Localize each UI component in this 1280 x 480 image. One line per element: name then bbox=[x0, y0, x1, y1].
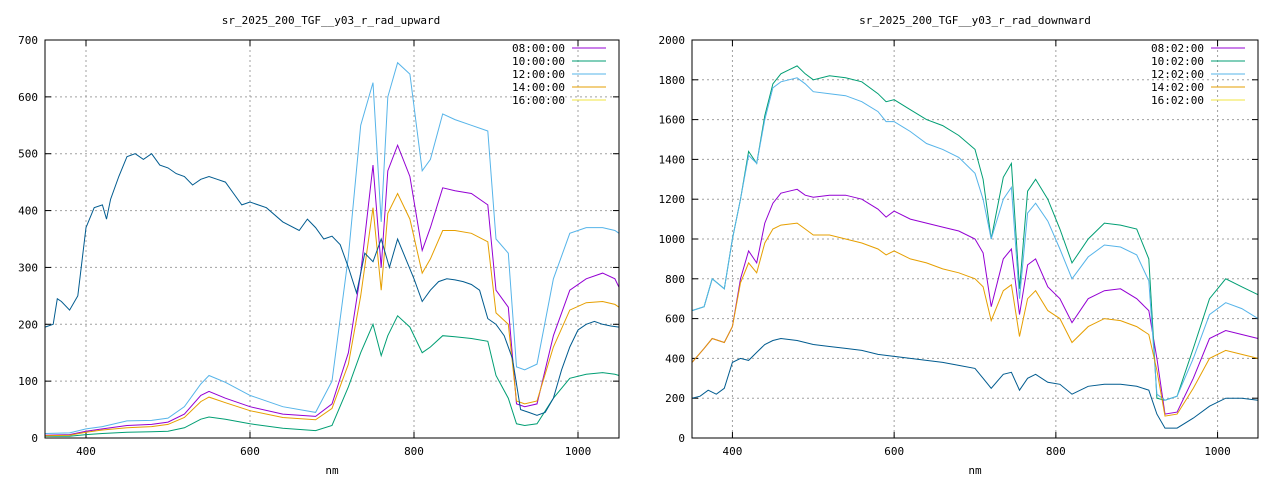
y-tick-label: 1400 bbox=[659, 153, 686, 166]
legend-label: 14:02:00 bbox=[1151, 81, 1204, 94]
chart-title: sr_2025_200_TGF__y03_r_rad_upward bbox=[222, 14, 441, 27]
legend-label: 12:02:00 bbox=[1151, 68, 1204, 81]
chart-panel-2: sr_2025_200_TGF__y03_r_rad_downward 0 200 4… bbox=[659, 14, 1259, 477]
x-tick-label: 800 bbox=[404, 445, 424, 458]
legend-label: 10:00:00 bbox=[512, 55, 565, 68]
x-tick-label: 1000 bbox=[1204, 445, 1231, 458]
plot-frame bbox=[691, 39, 1259, 439]
x-axis-label: nm bbox=[968, 464, 982, 477]
y-tick-label: 600 bbox=[18, 91, 38, 104]
series-line-1 bbox=[691, 188, 1259, 415]
y-tick-label: 200 bbox=[665, 392, 685, 405]
series-line-4 bbox=[44, 192, 620, 437]
y-tick-label: 2000 bbox=[659, 34, 686, 47]
series-line-2 bbox=[45, 314, 620, 437]
x-tick-label: 400 bbox=[76, 445, 96, 458]
y-tick-label: 300 bbox=[18, 261, 38, 274]
series-line-6 bbox=[44, 153, 620, 416]
y-tick-label: 0 bbox=[678, 432, 685, 445]
legend-label: 08:00:00 bbox=[512, 42, 565, 55]
legend-label: 08:02:00 bbox=[1151, 42, 1204, 55]
legend-label: 10:02:00 bbox=[1151, 55, 1204, 68]
series-line-4 bbox=[691, 222, 1259, 417]
y-tick-label: 1200 bbox=[659, 193, 686, 206]
legend-label: 12:00:00 bbox=[512, 68, 565, 81]
y-tick-label: 400 bbox=[665, 352, 685, 365]
legend-label: 16:02:00 bbox=[1151, 94, 1204, 107]
series-line-1 bbox=[44, 143, 620, 436]
x-tick-label: 1000 bbox=[565, 445, 592, 458]
series-line-2 bbox=[691, 65, 1259, 401]
x-axis-label: nm bbox=[325, 464, 339, 477]
legend-label: 16:00:00 bbox=[512, 94, 565, 107]
y-tick-label: 1600 bbox=[659, 114, 686, 127]
series-line-3 bbox=[691, 77, 1259, 401]
x-tick-label: 600 bbox=[884, 445, 904, 458]
plot-frame bbox=[44, 39, 620, 439]
x-tick-label: 600 bbox=[240, 445, 260, 458]
y-tick-label: 1000 bbox=[659, 233, 686, 246]
chart-panel-1: sr_2025_200_TGF__y03_r_rad_upward 0 100 200… bbox=[18, 14, 620, 477]
x-tick-label: 800 bbox=[1046, 445, 1066, 458]
chart-title: sr_2025_200_TGF__y03_r_rad_downward bbox=[859, 14, 1091, 27]
series-line-6 bbox=[691, 337, 1259, 429]
y-tick-label: 400 bbox=[18, 205, 38, 218]
y-tick-label: 0 bbox=[31, 432, 38, 445]
x-tick-label: 400 bbox=[722, 445, 742, 458]
legend-label: 14:00:00 bbox=[512, 81, 565, 94]
y-tick-label: 600 bbox=[665, 313, 685, 326]
y-tick-label: 800 bbox=[665, 273, 685, 286]
y-tick-label: 200 bbox=[18, 318, 38, 331]
y-tick-label: 100 bbox=[18, 375, 38, 388]
y-tick-label: 1800 bbox=[659, 74, 686, 87]
y-tick-label: 500 bbox=[18, 148, 38, 161]
y-tick-label: 700 bbox=[18, 34, 38, 47]
series-line-3 bbox=[44, 61, 620, 434]
